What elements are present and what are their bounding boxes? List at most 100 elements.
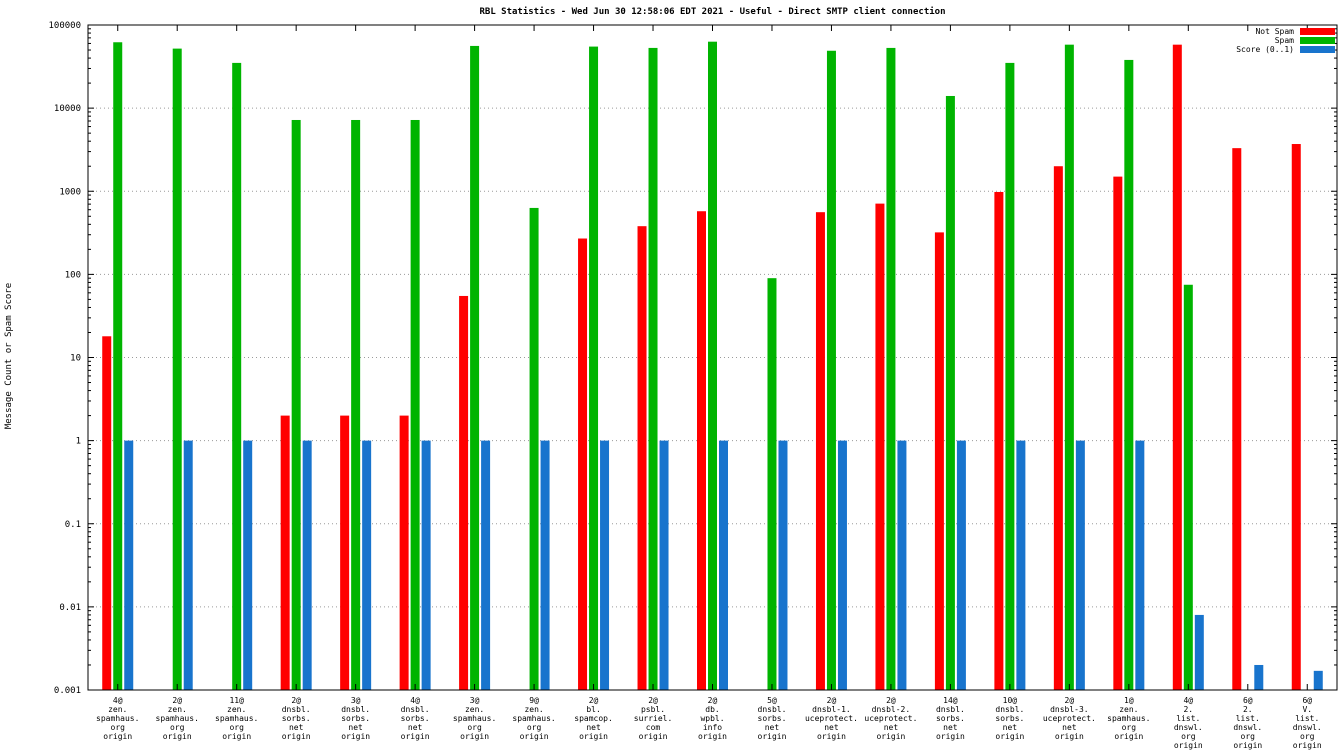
x-tick-label: org [229, 723, 244, 732]
bar-score-0-1 [1075, 440, 1085, 690]
x-tick-label: 3@ [470, 696, 480, 705]
bar-spam [1183, 284, 1193, 690]
bar-not-spam [1113, 176, 1123, 690]
x-tick-label: sorbs. [341, 714, 370, 723]
bar-spam [410, 119, 420, 690]
x-tick-label: net [943, 723, 958, 732]
bar-not-spam [459, 295, 469, 690]
x-tick-label: 2. [1183, 705, 1193, 714]
bar-not-spam [578, 238, 588, 690]
bar-score-0-1 [183, 440, 193, 690]
x-tick-label: org [111, 723, 126, 732]
x-tick-label: org [467, 723, 482, 732]
bar-not-spam [994, 191, 1004, 690]
x-tick-label: zen. [465, 705, 484, 714]
legend-label: Not Spam [1255, 27, 1294, 36]
plot-border [87, 24, 1338, 691]
bar-spam [826, 50, 836, 691]
bar-spam [708, 41, 717, 691]
x-tick-label: origin [222, 732, 251, 741]
x-tick-label: sorbs. [758, 714, 787, 723]
bar-not-spam [280, 415, 290, 690]
x-tick-label: org [1241, 732, 1256, 741]
x-tick-label: dnsbl-2. [872, 705, 911, 714]
bar-score-0-1 [243, 440, 253, 690]
x-tick-label: uceprotect. [864, 714, 917, 723]
x-tick-label: net [824, 723, 839, 732]
x-tick-label: net [1003, 723, 1018, 732]
y-tick-label: 10000 [54, 104, 81, 114]
x-tick-label: dnsbl-3. [1050, 705, 1089, 714]
legend-entry: Not Spam [1236, 27, 1335, 36]
x-tick-label: spamhaus. [156, 714, 199, 723]
x-tick-label: origin [817, 732, 846, 741]
x-tick-label: origin [163, 732, 192, 741]
bar-score-0-1 [778, 440, 788, 690]
bar-spam [351, 119, 361, 690]
x-tick-label: 2@ [708, 696, 718, 705]
bar-score-0-1 [421, 440, 431, 690]
bar-not-spam [1053, 166, 1063, 691]
legend-label: Score (0..1) [1236, 45, 1294, 54]
x-tick-label: origin [520, 732, 549, 741]
bar-score-0-1 [1135, 440, 1145, 690]
bar-spam [113, 42, 123, 690]
x-tick-label: uceprotect. [805, 714, 858, 723]
x-tick-label: net [408, 723, 423, 732]
x-tick-label: spamhaus. [1107, 714, 1150, 723]
bar-not-spam [815, 212, 825, 690]
bar-score-0-1 [956, 440, 966, 690]
bar-not-spam [1172, 44, 1182, 691]
x-tick-label: 2. [1243, 705, 1253, 714]
y-tick-label: 0.01 [59, 603, 81, 613]
y-tick-label: 1000 [59, 187, 81, 197]
bar-score-0-1 [1016, 440, 1026, 690]
x-tick-label: com [646, 723, 661, 732]
x-tick-label: org [1181, 732, 1196, 741]
x-tick-label: dnswl. [1233, 723, 1262, 732]
x-tick-label: list. [1176, 714, 1200, 723]
x-tick-label: db. [705, 705, 719, 714]
x-tick-label: zen. [227, 705, 246, 714]
x-tick-label: zen. [108, 705, 127, 714]
x-tick-label: dnsbl. [936, 705, 965, 714]
x-tick-label: org [527, 723, 542, 732]
x-tick-label: origin [995, 732, 1024, 741]
x-tick-label: dnsbl-1. [812, 705, 851, 714]
x-tick-label: wpbl. [700, 714, 724, 723]
x-tick-label: dnswl. [1174, 723, 1203, 732]
bar-spam [945, 95, 955, 691]
x-tick-label: spamhaus. [96, 714, 139, 723]
x-tick-label: net [586, 723, 601, 732]
bar-spam [886, 47, 896, 691]
x-tick-label: 6@ [1302, 696, 1312, 705]
x-tick-label: sorbs. [282, 714, 311, 723]
x-tick-label: 2@ [1065, 696, 1075, 705]
x-tick-label: org [1122, 723, 1137, 732]
y-tick-label: 1 [76, 437, 81, 447]
x-tick-label: origin [876, 732, 905, 741]
x-tick-label: 2@ [827, 696, 837, 705]
x-tick-label: dnsbl. [758, 705, 787, 714]
y-tick-label: 100000 [48, 21, 81, 31]
x-tick-label: origin [1114, 732, 1143, 741]
x-tick-label: origin [460, 732, 489, 741]
x-tick-label: list. [1295, 714, 1319, 723]
x-tick-label: origin [282, 732, 311, 741]
bar-spam [589, 46, 599, 691]
bar-score-0-1 [1254, 664, 1264, 690]
x-tick-label: sorbs. [995, 714, 1024, 723]
x-tick-label: 4@ [1183, 696, 1193, 705]
bar-spam [291, 119, 301, 690]
bar-spam [529, 207, 539, 690]
x-tick-label: dnswl. [1293, 723, 1322, 732]
x-tick-label: V. [1302, 705, 1312, 714]
x-tick-label: 2@ [648, 696, 658, 705]
x-tick-label: net [1062, 723, 1077, 732]
bar-score-0-1 [540, 440, 550, 690]
bar-spam [1005, 62, 1015, 690]
bar-score-0-1 [897, 440, 907, 690]
bar-spam [232, 62, 242, 690]
